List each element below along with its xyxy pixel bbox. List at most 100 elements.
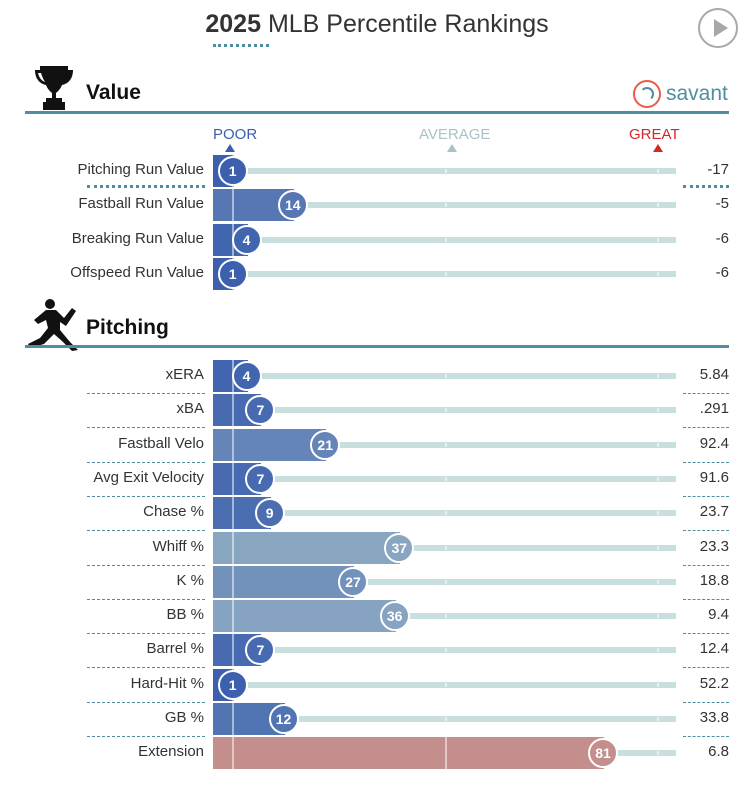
track-tick	[444, 614, 447, 619]
metric-label: Barrel %	[146, 640, 204, 658]
metric-label: Hard-Hit %	[130, 674, 204, 692]
percentile-bubble[interactable]: 14	[277, 190, 308, 221]
row-divider	[683, 633, 729, 635]
percentile-bubble[interactable]: 7	[245, 395, 276, 426]
metric-value: 5.84	[699, 366, 729, 383]
percentile-bubble[interactable]: 1	[217, 156, 248, 186]
percentile-bubble[interactable]: 81	[588, 738, 619, 769]
bar-gridline	[231, 634, 234, 667]
trophy-icon	[35, 66, 73, 110]
row-divider	[683, 701, 729, 703]
percentile-bar	[213, 737, 605, 770]
track-tick	[444, 511, 447, 516]
track-tick	[657, 237, 660, 242]
track-tick	[444, 169, 447, 173]
metric-value: 92.4	[699, 434, 729, 452]
metric-label: xERA	[165, 366, 204, 383]
track-tick	[444, 408, 447, 413]
percentile-bubble[interactable]: 37	[384, 532, 415, 563]
percentile-bubble[interactable]: 12	[268, 704, 299, 734]
metric-label: K %	[176, 571, 204, 589]
percentile-bubble[interactable]: 9	[254, 498, 285, 529]
percentile-bubble[interactable]: 36	[379, 601, 410, 632]
title-year: 2025	[205, 10, 261, 38]
metric-label: Offspeed Run Value	[70, 263, 204, 281]
row-divider	[683, 530, 729, 532]
track-tick	[444, 271, 447, 276]
play-button[interactable]	[698, 8, 738, 48]
metric-label: BB %	[166, 606, 204, 624]
row-divider	[683, 427, 729, 429]
row-divider	[87, 530, 205, 532]
metric-value: 6.8	[708, 743, 729, 761]
track-tick	[657, 682, 660, 687]
metric-value: .291	[699, 400, 729, 418]
bar-gridline	[231, 703, 234, 735]
track-tick	[444, 374, 447, 378]
row-divider	[87, 495, 205, 497]
percentile-bubble[interactable]: 1	[217, 258, 248, 289]
percentile-bubble[interactable]: 21	[310, 429, 341, 460]
section-title-pitching: Pitching	[86, 316, 169, 339]
track-tick	[444, 442, 447, 447]
row-highlight-right	[683, 185, 729, 188]
row-divider	[87, 427, 205, 429]
metric-value: 91.6	[699, 468, 729, 486]
percentile-bubble[interactable]: 7	[245, 635, 276, 666]
percentile-bubble[interactable]: 27	[338, 566, 368, 597]
metric-label: Whiff %	[152, 537, 204, 555]
title-underline	[213, 44, 269, 47]
title-text: MLB Percentile Rankings	[267, 10, 549, 38]
row-divider	[87, 736, 205, 737]
percentile-bubble[interactable]: 4	[231, 361, 262, 391]
metric-label: xBA	[176, 400, 204, 418]
row-divider	[683, 461, 729, 463]
bar-gridline	[231, 462, 234, 495]
metric-label: Extension	[138, 743, 204, 761]
percentile-bubble[interactable]: 4	[231, 224, 262, 255]
track-tick	[444, 203, 447, 208]
track-tick	[444, 717, 447, 721]
metric-value: -6	[715, 229, 729, 247]
bar-gridline	[231, 428, 234, 461]
section-divider-pitching	[25, 345, 729, 348]
track-tick	[444, 545, 447, 550]
metric-value: 23.3	[699, 537, 729, 555]
track-tick	[657, 408, 660, 413]
metric-label: Chase %	[143, 503, 204, 521]
bar-gridline	[231, 497, 234, 530]
row-divider	[87, 564, 205, 566]
track-tick	[657, 476, 660, 481]
track-tick	[657, 545, 660, 550]
metric-label: Fastball Run Value	[78, 195, 204, 213]
row-highlight-left	[87, 185, 205, 188]
metric-label: Fastball Velo	[118, 434, 204, 452]
bar-gridline	[231, 737, 234, 770]
metric-value: -17	[707, 161, 729, 178]
track-tick	[657, 648, 660, 653]
scale-great-label: GREAT	[629, 126, 680, 143]
metric-label: Avg Exit Velocity	[93, 468, 204, 486]
bar-gridline	[231, 600, 234, 633]
track-tick	[657, 751, 660, 756]
bar-gridline	[231, 394, 234, 427]
percentile-bubble[interactable]: 1	[217, 669, 248, 700]
percentile-bubble[interactable]: 7	[245, 463, 276, 494]
bar-gridline	[231, 531, 234, 564]
row-divider	[87, 667, 205, 669]
track-tick	[657, 511, 660, 516]
track-tick	[444, 648, 447, 653]
row-divider	[683, 393, 729, 394]
page-title: 2025 MLB Percentile Rankings	[0, 10, 754, 39]
track-tick	[657, 169, 660, 173]
track-tick	[444, 579, 447, 584]
metric-value: 23.7	[699, 503, 729, 521]
scale-great-arrow-icon	[653, 144, 663, 152]
row-divider	[683, 598, 729, 600]
row-divider	[683, 564, 729, 566]
section-divider-value	[25, 111, 729, 114]
track-tick	[657, 271, 660, 276]
track-tick	[657, 442, 660, 447]
pitcher-icon	[28, 299, 78, 351]
scale-average-label: AVERAGE	[419, 126, 491, 143]
